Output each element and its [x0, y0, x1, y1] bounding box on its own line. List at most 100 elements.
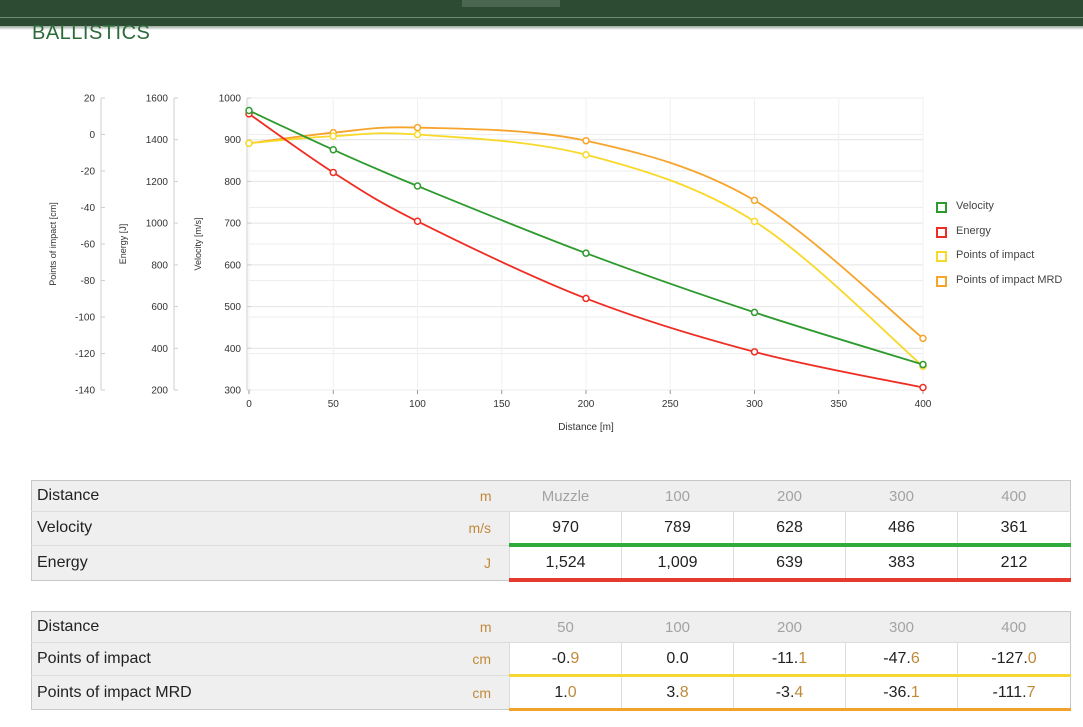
header-unit: m	[335, 611, 510, 643]
table-cell: -0.9	[509, 642, 622, 677]
chart-grid	[248, 97, 924, 391]
value-integer: 0	[666, 649, 676, 667]
data-point-points-of-impact	[329, 132, 337, 140]
table-cell: -127.0	[957, 642, 1071, 677]
table-cell: 3.8	[621, 675, 734, 711]
data-point-velocity	[919, 360, 927, 369]
table-row-points-of-impact-mrd: Points of impact MRD cm 1.0 3.8 -3.4 -36…	[31, 675, 1071, 711]
poi-tick-label: -20	[81, 167, 96, 178]
x-tick-label: 350	[830, 399, 847, 410]
legend-label: Energy	[956, 224, 991, 237]
data-point-energy	[919, 383, 927, 392]
header-cell: 100	[621, 611, 734, 643]
row-unit: m/s	[335, 511, 510, 546]
value-integer: -36	[883, 683, 907, 701]
energy-tick-label: 1000	[146, 219, 169, 230]
legend-swatch	[936, 251, 947, 262]
value-decimal: 6	[910, 649, 920, 667]
data-point-points-of-impact-mrd	[919, 334, 927, 343]
data-point-points-of-impact	[750, 217, 759, 226]
energy-tick-label: 1400	[146, 135, 169, 146]
header-cell: 200	[733, 480, 846, 512]
velocity-tick-label: 400	[224, 344, 241, 355]
data-point-energy	[413, 217, 422, 226]
x-tick-label: 200	[578, 399, 595, 410]
value-integer: -0	[551, 649, 566, 667]
table-cell: 486	[845, 511, 958, 547]
velocity-tick-label: 900	[224, 135, 241, 146]
data-point-velocity	[329, 145, 337, 154]
nav-shadow	[0, 26, 1083, 30]
legend-label: Velocity	[956, 200, 994, 212]
table-row-points-of-impact: Points of impact cm -0.9 0.0 -11.1 -47.6…	[31, 642, 1071, 677]
data-point-energy	[329, 168, 337, 177]
row-unit: J	[335, 545, 510, 580]
header-cell: 400	[957, 611, 1071, 643]
legend-swatch	[936, 275, 947, 287]
value-integer: 1	[554, 683, 564, 701]
poi-tick-label: -80	[81, 276, 96, 287]
data-point-energy	[750, 348, 759, 356]
data-point-energy	[582, 294, 590, 303]
table-cell: -47.6	[845, 642, 958, 677]
velocity-tick-label: 800	[224, 177, 241, 188]
nav-divider	[0, 17, 1083, 18]
row-unit: cm	[335, 642, 510, 676]
header-cell: 100	[621, 480, 734, 512]
x-tick-label: 50	[328, 399, 340, 410]
x-tick-label: 0	[246, 399, 252, 410]
value-decimal: 4	[794, 683, 804, 701]
value-decimal: 0	[1027, 649, 1037, 667]
velocity-energy-table: Distance m Muzzle 100 200 300 400 Veloci…	[31, 480, 1071, 582]
value-integer: -111	[992, 683, 1023, 701]
table-cell: -11.1	[733, 642, 846, 677]
table-header-row: Distance m Muzzle 100 200 300 400	[31, 480, 1071, 512]
header-label: Distance	[31, 611, 336, 643]
energy-tick-label: 200	[151, 386, 168, 397]
table-cell: 361	[957, 511, 1071, 547]
table-cell: 628	[733, 511, 846, 547]
value-decimal: 0	[679, 649, 689, 667]
energy-tick-label: 400	[151, 344, 168, 355]
velocity-axis-title: Velocity [m/s]	[193, 217, 203, 270]
data-point-velocity	[750, 308, 759, 317]
velocity-tick-label: 500	[224, 302, 241, 313]
table-cell: -3.4	[733, 675, 846, 711]
energy-tick-label: 600	[151, 302, 168, 313]
value-decimal: 7	[1026, 683, 1036, 701]
legend-swatch	[936, 226, 947, 238]
header-cell: 400	[957, 480, 1071, 512]
table-row-velocity: Velocity m/s 970 789 628 486 361	[31, 511, 1071, 547]
poi-tick-label: -120	[75, 349, 95, 360]
velocity-tick-label: 300	[224, 386, 241, 397]
velocity-tick-label: 700	[224, 219, 241, 230]
x-tick-label: 400	[915, 399, 932, 410]
header-cell: 300	[845, 611, 958, 643]
x-tick-label: 150	[493, 399, 510, 410]
value-integer: 3	[666, 683, 676, 701]
poi-tick-label: -40	[81, 203, 96, 214]
table-header-row: Distance m 50 100 200 300 400	[31, 611, 1071, 643]
top-navigation-bar	[0, 0, 1083, 26]
value-decimal: 9	[570, 649, 580, 667]
table-row-energy: Energy J 1,524 1,009 639 383 212	[31, 545, 1071, 582]
data-point-points-of-impact-mrd	[413, 123, 422, 132]
velocity-tick-label: 1000	[219, 94, 242, 105]
poi-tick-label: -60	[81, 240, 96, 251]
legend-label: Points of impact	[956, 249, 1035, 261]
row-label: Points of impact	[31, 642, 336, 676]
table-cell: 1,524	[509, 545, 622, 582]
section-title: BALLISTICS	[32, 22, 151, 44]
value-decimal: 0	[567, 683, 577, 701]
header-cell: Muzzle	[509, 480, 622, 512]
header-cell: 200	[733, 611, 846, 643]
table-cell: -36.1	[845, 675, 958, 711]
value-integer: -127	[991, 649, 1024, 667]
nav-tab-active[interactable]	[462, 0, 560, 7]
poi-tick-label: -100	[75, 313, 95, 324]
value-integer: -11	[771, 649, 794, 667]
data-point-points-of-impact-mrd	[582, 136, 590, 145]
table-cell: 970	[509, 511, 622, 547]
x-tick-label: 250	[662, 399, 679, 410]
